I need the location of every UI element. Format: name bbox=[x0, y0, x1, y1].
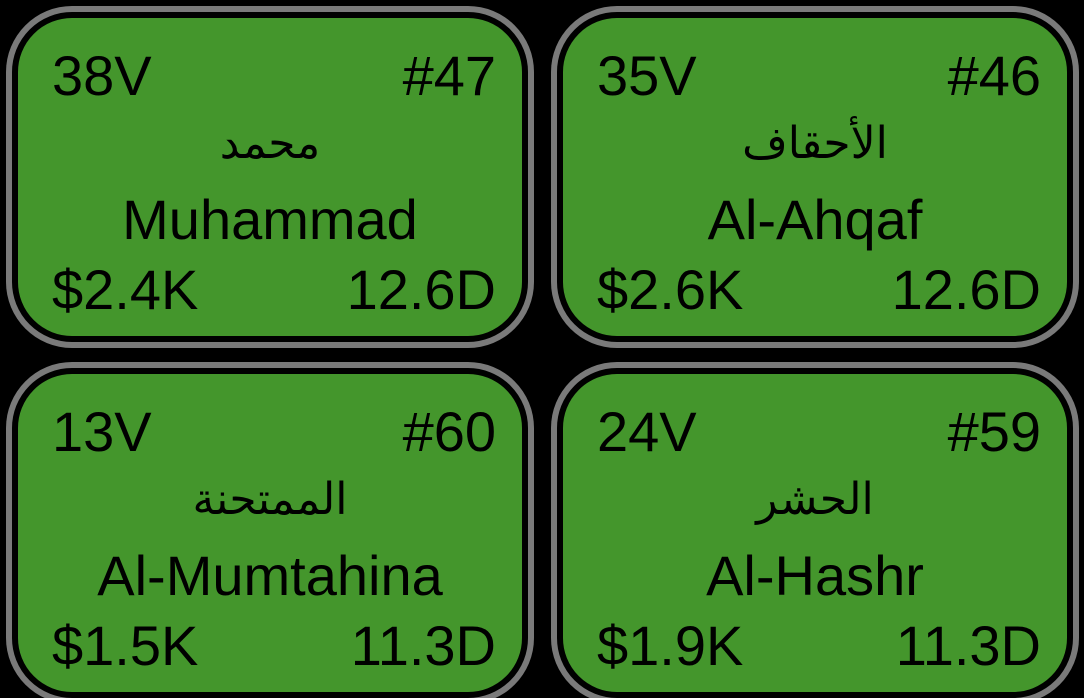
surah-card[interactable]: 35V #46 الأحقاف Al-Ahqaf $2.6K 12.6D bbox=[557, 12, 1073, 342]
surah-number: #60 bbox=[402, 400, 496, 463]
price: $2.6K bbox=[597, 258, 744, 321]
card-footer: $1.9K 11.3D bbox=[597, 618, 1041, 674]
verse-count: 13V bbox=[52, 400, 152, 463]
card-header: 38V #47 bbox=[52, 48, 496, 104]
duration: 12.6D bbox=[346, 258, 496, 321]
price: $1.9K bbox=[597, 614, 744, 677]
duration: 11.3D bbox=[895, 614, 1041, 677]
english-name: Al-Mumtahina bbox=[97, 544, 443, 607]
english-name: Al-Hashr bbox=[706, 544, 924, 607]
price: $2.4K bbox=[52, 258, 199, 321]
surah-number: #46 bbox=[947, 44, 1041, 107]
surah-card[interactable]: 24V #59 الحشر Al-Hashr $1.9K 11.3D bbox=[557, 368, 1073, 698]
card-footer: $2.6K 12.6D bbox=[597, 262, 1041, 318]
surah-card[interactable]: 38V #47 محمد Muhammad $2.4K 12.6D bbox=[12, 12, 528, 342]
arabic-name: الأحقاف bbox=[742, 118, 888, 169]
arabic-name: الممتحنة bbox=[192, 474, 348, 525]
arabic-name: محمد bbox=[219, 118, 321, 169]
duration: 11.3D bbox=[350, 614, 496, 677]
surah-number: #47 bbox=[402, 44, 496, 107]
card-header: 13V #60 bbox=[52, 404, 496, 460]
verse-count: 24V bbox=[597, 400, 697, 463]
duration: 12.6D bbox=[891, 258, 1041, 321]
surah-card-grid: 38V #47 محمد Muhammad $2.4K 12.6D 35V #4… bbox=[12, 12, 1073, 698]
price: $1.5K bbox=[52, 614, 199, 677]
verse-count: 35V bbox=[597, 44, 697, 107]
surah-number: #59 bbox=[947, 400, 1041, 463]
arabic-name: الحشر bbox=[756, 474, 874, 525]
card-footer: $2.4K 12.6D bbox=[52, 262, 496, 318]
card-header: 35V #46 bbox=[597, 48, 1041, 104]
verse-count: 38V bbox=[52, 44, 152, 107]
surah-card[interactable]: 13V #60 الممتحنة Al-Mumtahina $1.5K 11.3… bbox=[12, 368, 528, 698]
card-header: 24V #59 bbox=[597, 404, 1041, 460]
card-footer: $1.5K 11.3D bbox=[52, 618, 496, 674]
english-name: Muhammad bbox=[122, 188, 418, 251]
english-name: Al-Ahqaf bbox=[707, 188, 923, 251]
